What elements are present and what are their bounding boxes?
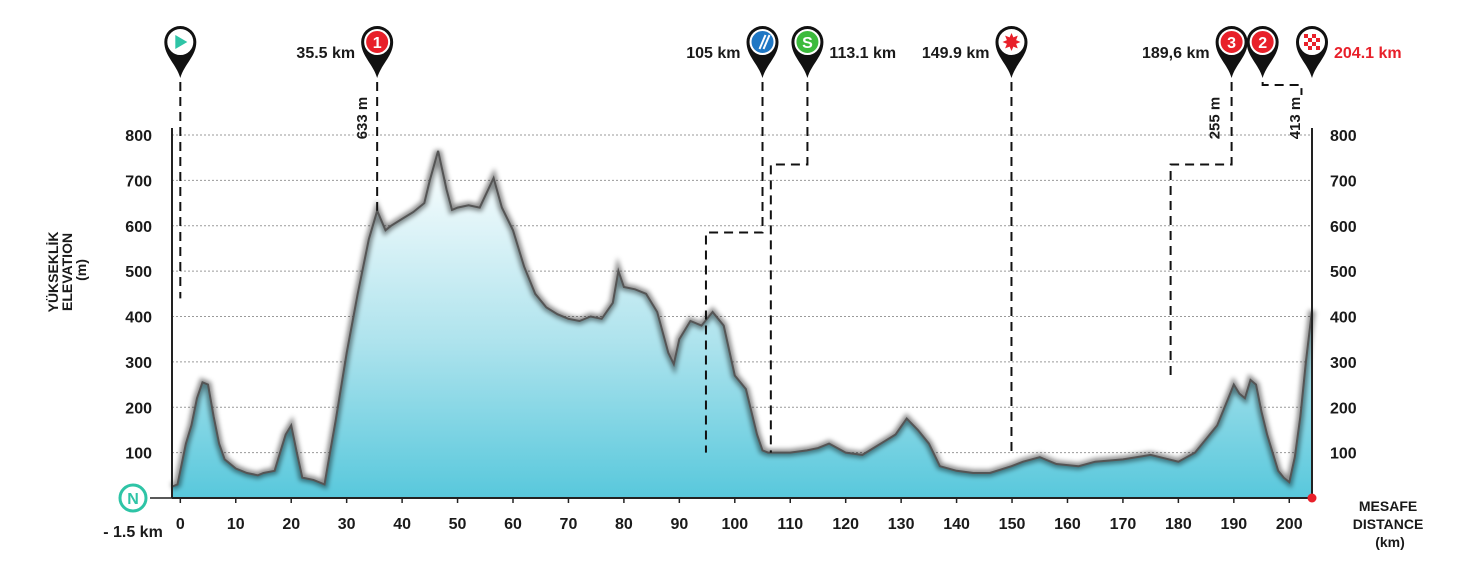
marker-bonus-star-icon: 149.9 km (922, 26, 1028, 453)
flag-cell (1316, 38, 1320, 42)
x-axis-label-line-3: (km) (1375, 534, 1405, 550)
y-tick-left-600: 600 (125, 219, 152, 236)
x-tick-160: 160 (1054, 516, 1081, 533)
y-tick-right-600: 600 (1330, 219, 1357, 236)
marker-distance-label: 149.9 km (922, 45, 990, 62)
marker-feed-zone-icon: 105 km (686, 26, 779, 453)
pin-text: S (802, 35, 813, 52)
x-tick-20: 20 (282, 516, 300, 533)
y-tick-right-800: 800 (1330, 128, 1357, 145)
flag-cell (1304, 42, 1308, 46)
flag-cell (1316, 46, 1320, 50)
x-tick-50: 50 (449, 516, 467, 533)
x-tick-170: 170 (1110, 516, 1137, 533)
profile-line (171, 150, 1313, 488)
x-tick-200: 200 (1276, 516, 1303, 533)
pin-text: 3 (1227, 35, 1236, 52)
marker-elevation-label: 633 m (354, 97, 371, 140)
x-axis-label-line-2: DISTANCE (1353, 516, 1424, 532)
marker-start-play-icon (164, 26, 197, 299)
fork-line (758, 34, 767, 50)
finish-dot (1307, 493, 1317, 503)
leader-line (769, 82, 809, 453)
marker-distance-label: 35.5 km (296, 45, 355, 62)
profile-area-layer (170, 149, 1316, 498)
flag-cell (1312, 34, 1316, 38)
marker-elevation-label: 255 m (1207, 97, 1224, 140)
x-tick-180: 180 (1165, 516, 1192, 533)
axes: 1002003004005006007008001002003004005006… (125, 128, 1357, 533)
marker-climb-3-icon: 3 189,6 km 255 m (1142, 26, 1248, 381)
marker-sprint-icon: S 113.1 km (769, 26, 896, 453)
marker-distance-label: 113.1 km (829, 45, 896, 62)
marker-distance-label: 105 km (686, 45, 740, 62)
climb-2-icon (1249, 29, 1276, 55)
y-axis-label-line-1: YÜKSEKLİK (45, 231, 61, 312)
y-tick-right-500: 500 (1330, 264, 1357, 281)
x-axis-label: MESAFE DISTANCE (km) (1353, 498, 1427, 550)
climb-1-icon (364, 29, 391, 55)
y-tick-left-400: 400 (125, 310, 152, 327)
x-tick-40: 40 (393, 516, 411, 533)
x-tick-150: 150 (999, 516, 1026, 533)
marker-climb-2-icon: 2 (1246, 26, 1303, 95)
y-tick-left-100: 100 (125, 446, 152, 463)
marker-distance-label: 204.1 km (1334, 45, 1402, 62)
climb-3-icon (1218, 29, 1245, 55)
star-burst (1002, 33, 1021, 51)
y-tick-right-700: 700 (1330, 173, 1357, 190)
marker-climb-1-icon: 1 35.5 km 633 m (296, 26, 394, 211)
pin-text: 2 (1258, 35, 1267, 52)
y-tick-left-300: 300 (125, 355, 152, 372)
y-tick-left-700: 700 (125, 173, 152, 190)
sprint-icon (794, 29, 821, 55)
y-tick-right-400: 400 (1330, 310, 1357, 327)
marker-finish-flag-icon: 204.1 km 413 m (1287, 26, 1402, 139)
x-tick-30: 30 (338, 516, 356, 533)
flag-cell (1308, 46, 1312, 50)
y-tick-right-300: 300 (1330, 355, 1357, 372)
leader-line (1261, 82, 1303, 95)
x-tick-90: 90 (670, 516, 688, 533)
flag-cell (1312, 42, 1316, 46)
flag-cell (1304, 34, 1308, 38)
pin-text: 1 (373, 35, 382, 52)
x-tick-190: 190 (1220, 516, 1247, 533)
knife-line (762, 34, 771, 50)
y-tick-left-800: 800 (125, 128, 152, 145)
marker-elevation-label: 413 m (1287, 97, 1304, 140)
y-tick-left-500: 500 (125, 264, 152, 281)
y-tick-right-100: 100 (1330, 446, 1357, 463)
x-axis-label-line-1: MESAFE (1359, 498, 1417, 514)
y-axis-label: YÜKSEKLİK ELEVATION (m) (45, 228, 89, 313)
x-tick-140: 140 (943, 516, 970, 533)
profile-area-fill (172, 150, 1312, 498)
play-triangle (175, 35, 188, 49)
start-distance-label: - 1.5 km (103, 524, 163, 541)
start-badge-letter: N (127, 491, 139, 508)
x-tick-100: 100 (721, 516, 748, 533)
x-tick-70: 70 (560, 516, 578, 533)
y-axis-label-line-2: ELEVATION (59, 233, 75, 311)
marker-distance-label: 189,6 km (1142, 45, 1210, 62)
y-axis-label-line-3: (m) (73, 259, 89, 281)
markers-layer: 1 35.5 km 633 m 105 km S 113.1 km 149.9 km 3 189… (164, 26, 1402, 453)
y-tick-left-200: 200 (125, 400, 152, 417)
x-tick-80: 80 (615, 516, 633, 533)
leader-line (1169, 82, 1233, 381)
x-tick-130: 130 (888, 516, 915, 533)
flag-cell (1308, 38, 1312, 42)
x-tick-0: 0 (176, 516, 185, 533)
x-tick-110: 110 (777, 516, 803, 533)
x-tick-10: 10 (227, 516, 245, 533)
x-tick-60: 60 (504, 516, 522, 533)
leader-line (704, 82, 764, 453)
start-north-badge: N (118, 483, 148, 513)
y-tick-right-200: 200 (1330, 400, 1357, 417)
x-tick-120: 120 (832, 516, 859, 533)
